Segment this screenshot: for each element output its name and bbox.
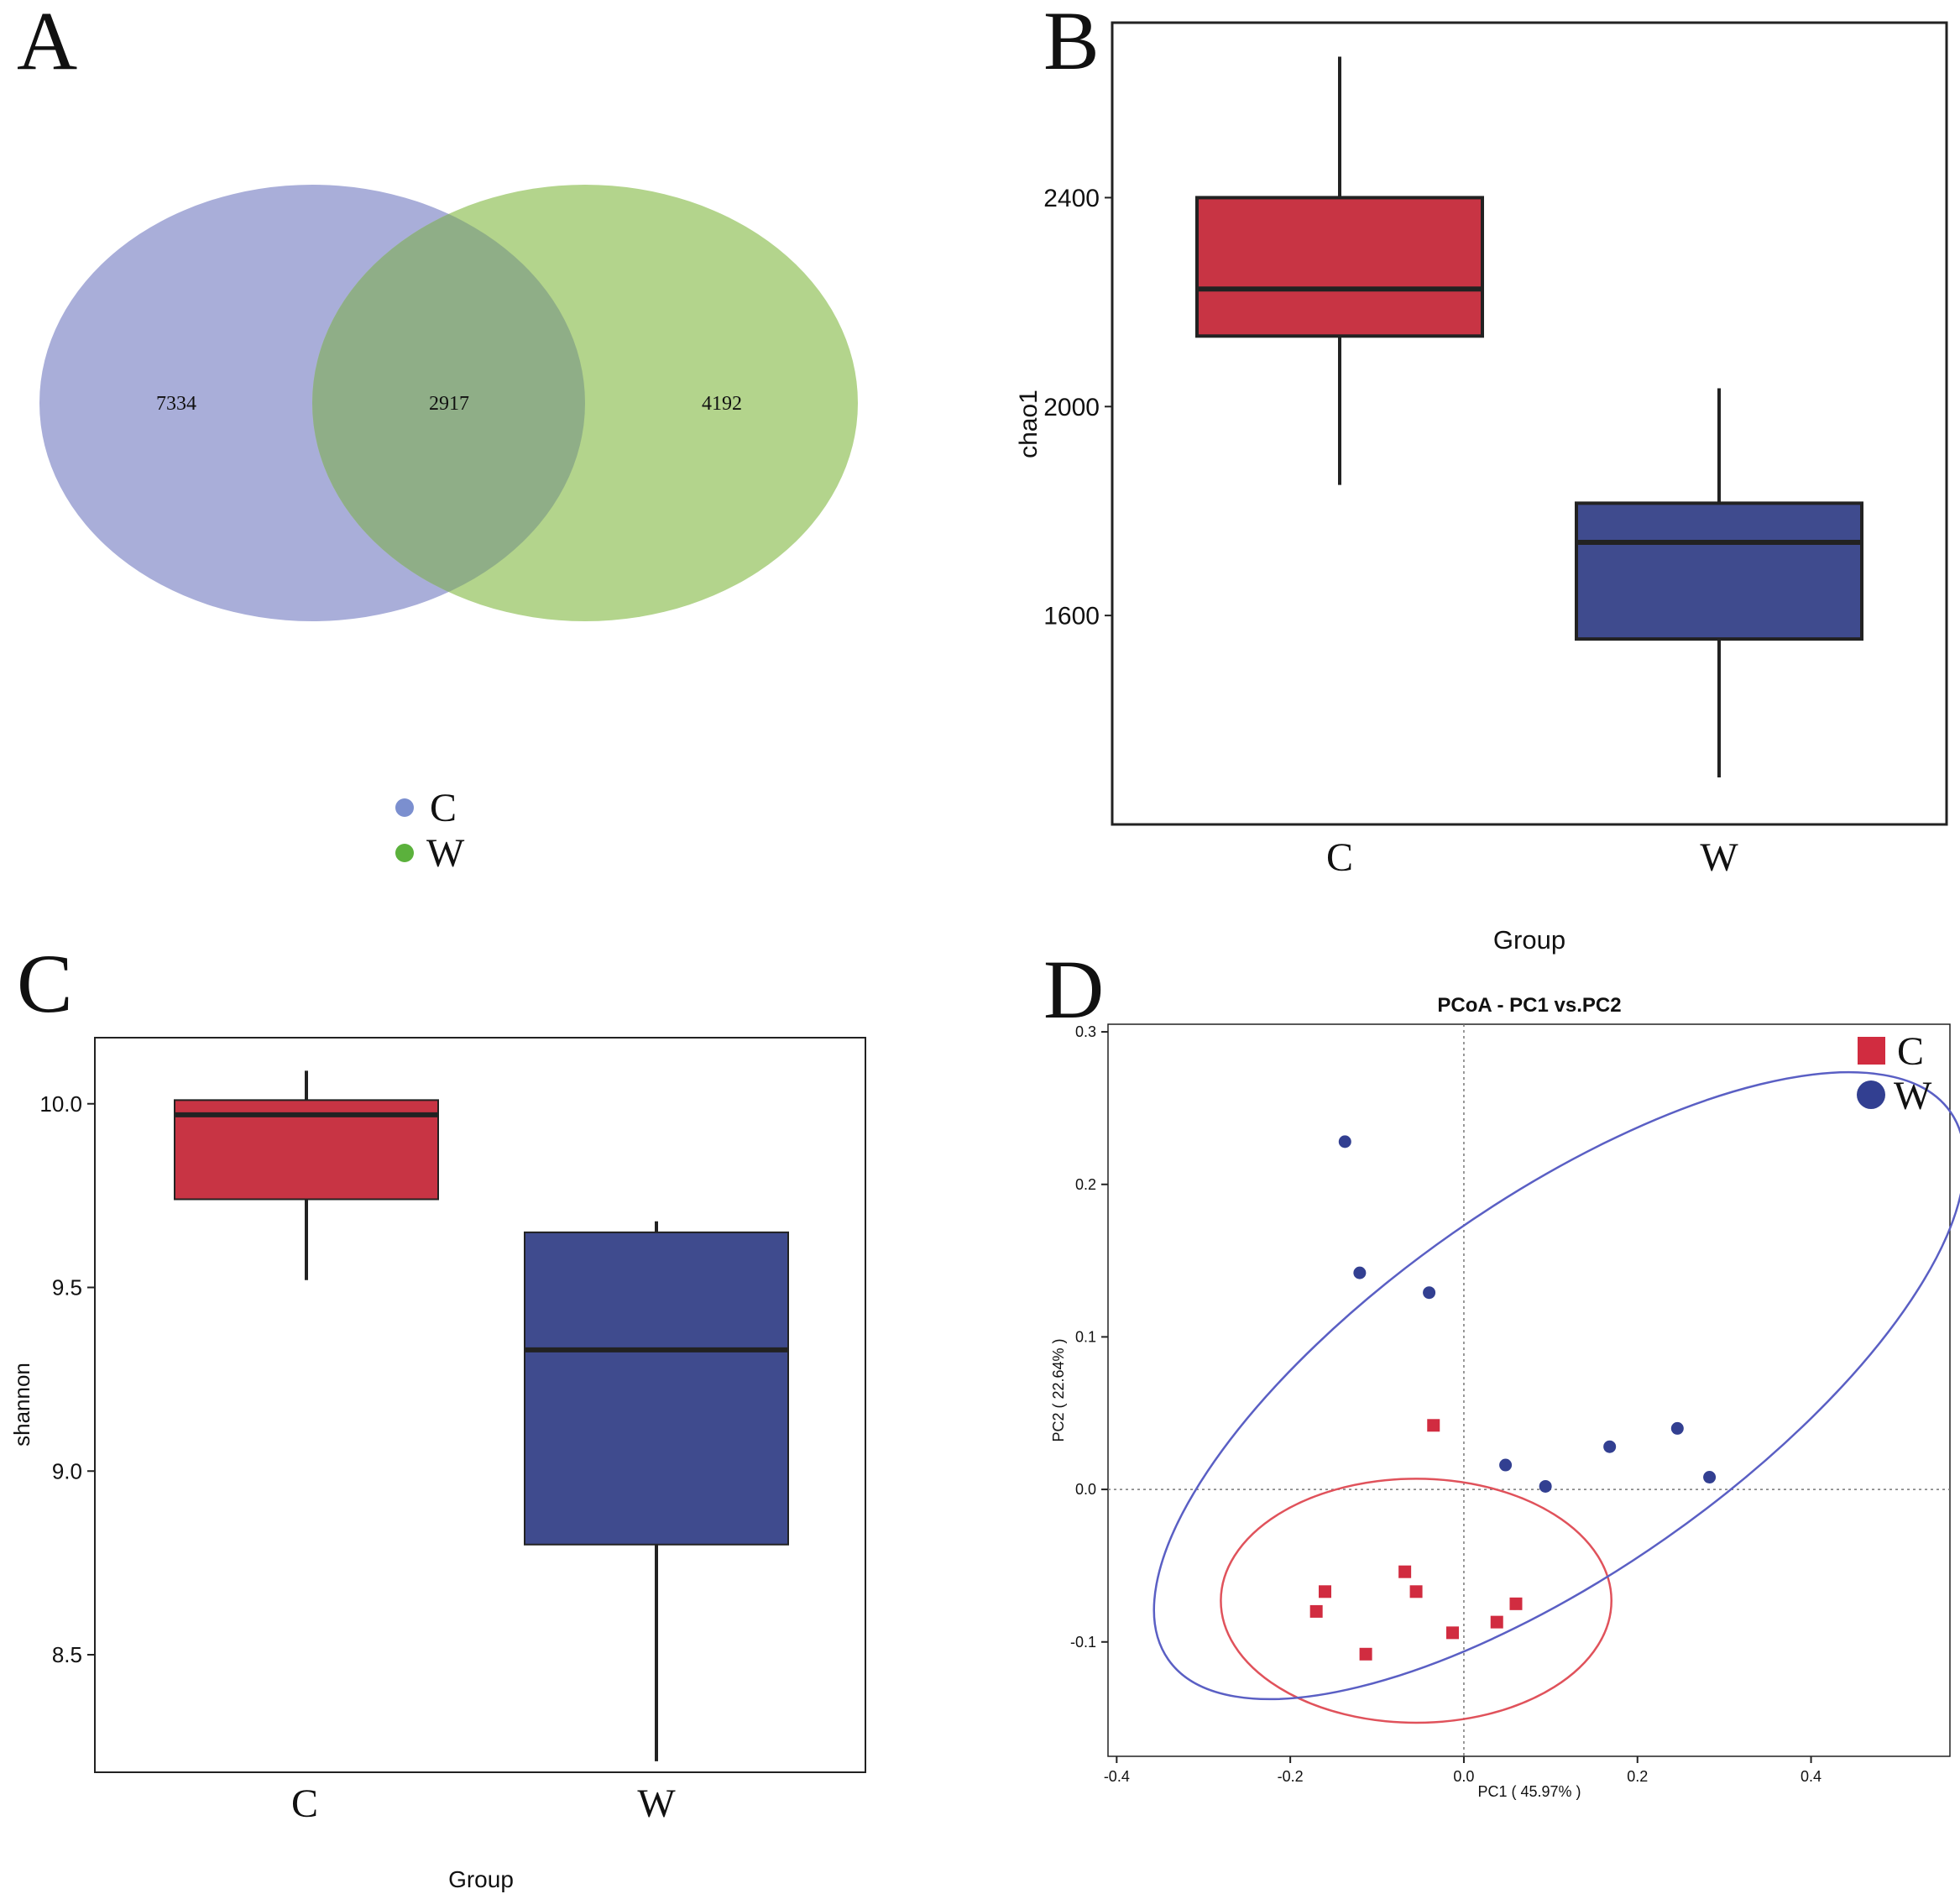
point-w bbox=[1338, 1135, 1351, 1148]
axes-d: -0.4 -0.2 0.0 0.2 0.4 -0.1 0.0 0.1 0.2 0.3 bbox=[1070, 1023, 1950, 1785]
y-axis-title-b: chao1 bbox=[1015, 390, 1043, 458]
x-tick-label-w: W bbox=[1700, 835, 1738, 880]
x-tick-label-w: W bbox=[637, 1782, 676, 1826]
point-c bbox=[1509, 1597, 1523, 1610]
venn-legend: C W bbox=[395, 786, 465, 876]
panel-a: A 7334 2917 4192 C W bbox=[17, 0, 858, 876]
x-tick-label: -0.2 bbox=[1278, 1768, 1304, 1785]
x-tick-label: 0.0 bbox=[1453, 1768, 1474, 1785]
venn-count-c-only: 7334 bbox=[156, 393, 196, 415]
point-w bbox=[1499, 1458, 1513, 1472]
box-w bbox=[524, 1231, 789, 1546]
ellipse-c bbox=[1220, 1478, 1612, 1724]
ellipses-d bbox=[1152, 1070, 1960, 1724]
point-c bbox=[1409, 1585, 1423, 1598]
point-w bbox=[1539, 1479, 1552, 1493]
x-tick-label: 0.4 bbox=[1801, 1768, 1821, 1785]
point-c bbox=[1309, 1604, 1323, 1618]
y-axis-b: 1600 2000 2400 bbox=[1043, 185, 1112, 630]
panel-d: D PCoA - PC1 vs.PC2 -0.4 -0.2 0.0 0.2 0.4-0.… bbox=[1043, 943, 1960, 1800]
y-tick-label: 0.3 bbox=[1075, 1023, 1096, 1040]
x-tick-label: 0.2 bbox=[1627, 1768, 1648, 1785]
y-tick-label: 2000 bbox=[1043, 394, 1100, 421]
venn-count-both: 2917 bbox=[429, 393, 469, 415]
point-c bbox=[1398, 1565, 1412, 1578]
y-axis-title-c: shannon bbox=[9, 1363, 34, 1447]
chart-title-d: PCoA - PC1 vs.PC2 bbox=[1437, 994, 1621, 1017]
y-tick-label: 9.0 bbox=[52, 1458, 82, 1483]
y-tick-label: 9.5 bbox=[52, 1275, 82, 1300]
x-tick-label: -0.4 bbox=[1104, 1768, 1130, 1785]
y-axis-title-d: PC2 ( 22.64% ) bbox=[1050, 1338, 1067, 1441]
x-tick-label-c: C bbox=[291, 1782, 318, 1826]
plot-frame-d bbox=[1107, 1023, 1951, 1757]
point-c bbox=[1427, 1419, 1440, 1432]
point-c bbox=[1359, 1647, 1372, 1661]
venn-count-w-only: 4192 bbox=[702, 393, 742, 415]
box-w bbox=[1575, 501, 1863, 641]
y-tick-label: -0.1 bbox=[1070, 1634, 1096, 1651]
point-w bbox=[1670, 1421, 1684, 1435]
panel-letter-b: B bbox=[1043, 0, 1100, 87]
legend-marker-w bbox=[395, 844, 414, 862]
panel-letter-c: C bbox=[17, 937, 73, 1030]
plot-frame-b bbox=[1111, 21, 1948, 826]
y-tick-label: 10.0 bbox=[39, 1091, 82, 1117]
legend-marker-c bbox=[1858, 1037, 1885, 1065]
panel-c: C 8.5 9.0 9.5 10.0 C W Group shannon bbox=[9, 937, 866, 1892]
box-c bbox=[1195, 196, 1484, 338]
point-w bbox=[1603, 1440, 1617, 1453]
legend-label-w: W bbox=[1894, 1074, 1932, 1118]
y-axis-c: 8.5 9.0 9.5 10.0 bbox=[39, 1091, 95, 1667]
legend-marker-w bbox=[1857, 1080, 1885, 1109]
panel-letter-d: D bbox=[1043, 943, 1104, 1036]
x-axis-title-b: Group bbox=[1493, 925, 1565, 955]
y-tick-label: 1600 bbox=[1043, 603, 1100, 630]
y-tick-label: 8.5 bbox=[52, 1642, 82, 1667]
points-d bbox=[1309, 1135, 1717, 1661]
x-axis-title-d: PC1 ( 45.97% ) bbox=[1477, 1783, 1581, 1800]
plot-frame-c bbox=[94, 1037, 866, 1773]
ellipse-w bbox=[1152, 1070, 1960, 1701]
panel-letter-a: A bbox=[17, 0, 77, 87]
y-tick-label: 0.0 bbox=[1075, 1481, 1096, 1498]
x-tick-label-c: C bbox=[1326, 835, 1353, 880]
y-tick-label: 2400 bbox=[1043, 185, 1100, 212]
y-tick-label: 0.2 bbox=[1075, 1176, 1096, 1193]
legend-label-w: W bbox=[426, 831, 465, 876]
boxes-b bbox=[1195, 56, 1863, 778]
boxes-c bbox=[174, 1070, 789, 1761]
legend-label-c: C bbox=[430, 786, 457, 830]
point-c bbox=[1490, 1615, 1503, 1629]
point-c bbox=[1319, 1585, 1332, 1598]
x-axis-title-c: Group bbox=[448, 1866, 514, 1892]
legend-d: C W bbox=[1857, 1029, 1932, 1118]
point-c bbox=[1446, 1626, 1460, 1640]
point-w bbox=[1703, 1471, 1717, 1484]
y-tick-label: 0.1 bbox=[1075, 1328, 1096, 1345]
legend-label-c: C bbox=[1897, 1029, 1924, 1074]
venn-overlap bbox=[312, 185, 585, 621]
point-w bbox=[1423, 1286, 1436, 1300]
point-w bbox=[1353, 1266, 1367, 1279]
legend-marker-c bbox=[395, 798, 414, 817]
panel-b: B 1600 2000 2400 C W Group chao1 bbox=[1015, 0, 1948, 955]
